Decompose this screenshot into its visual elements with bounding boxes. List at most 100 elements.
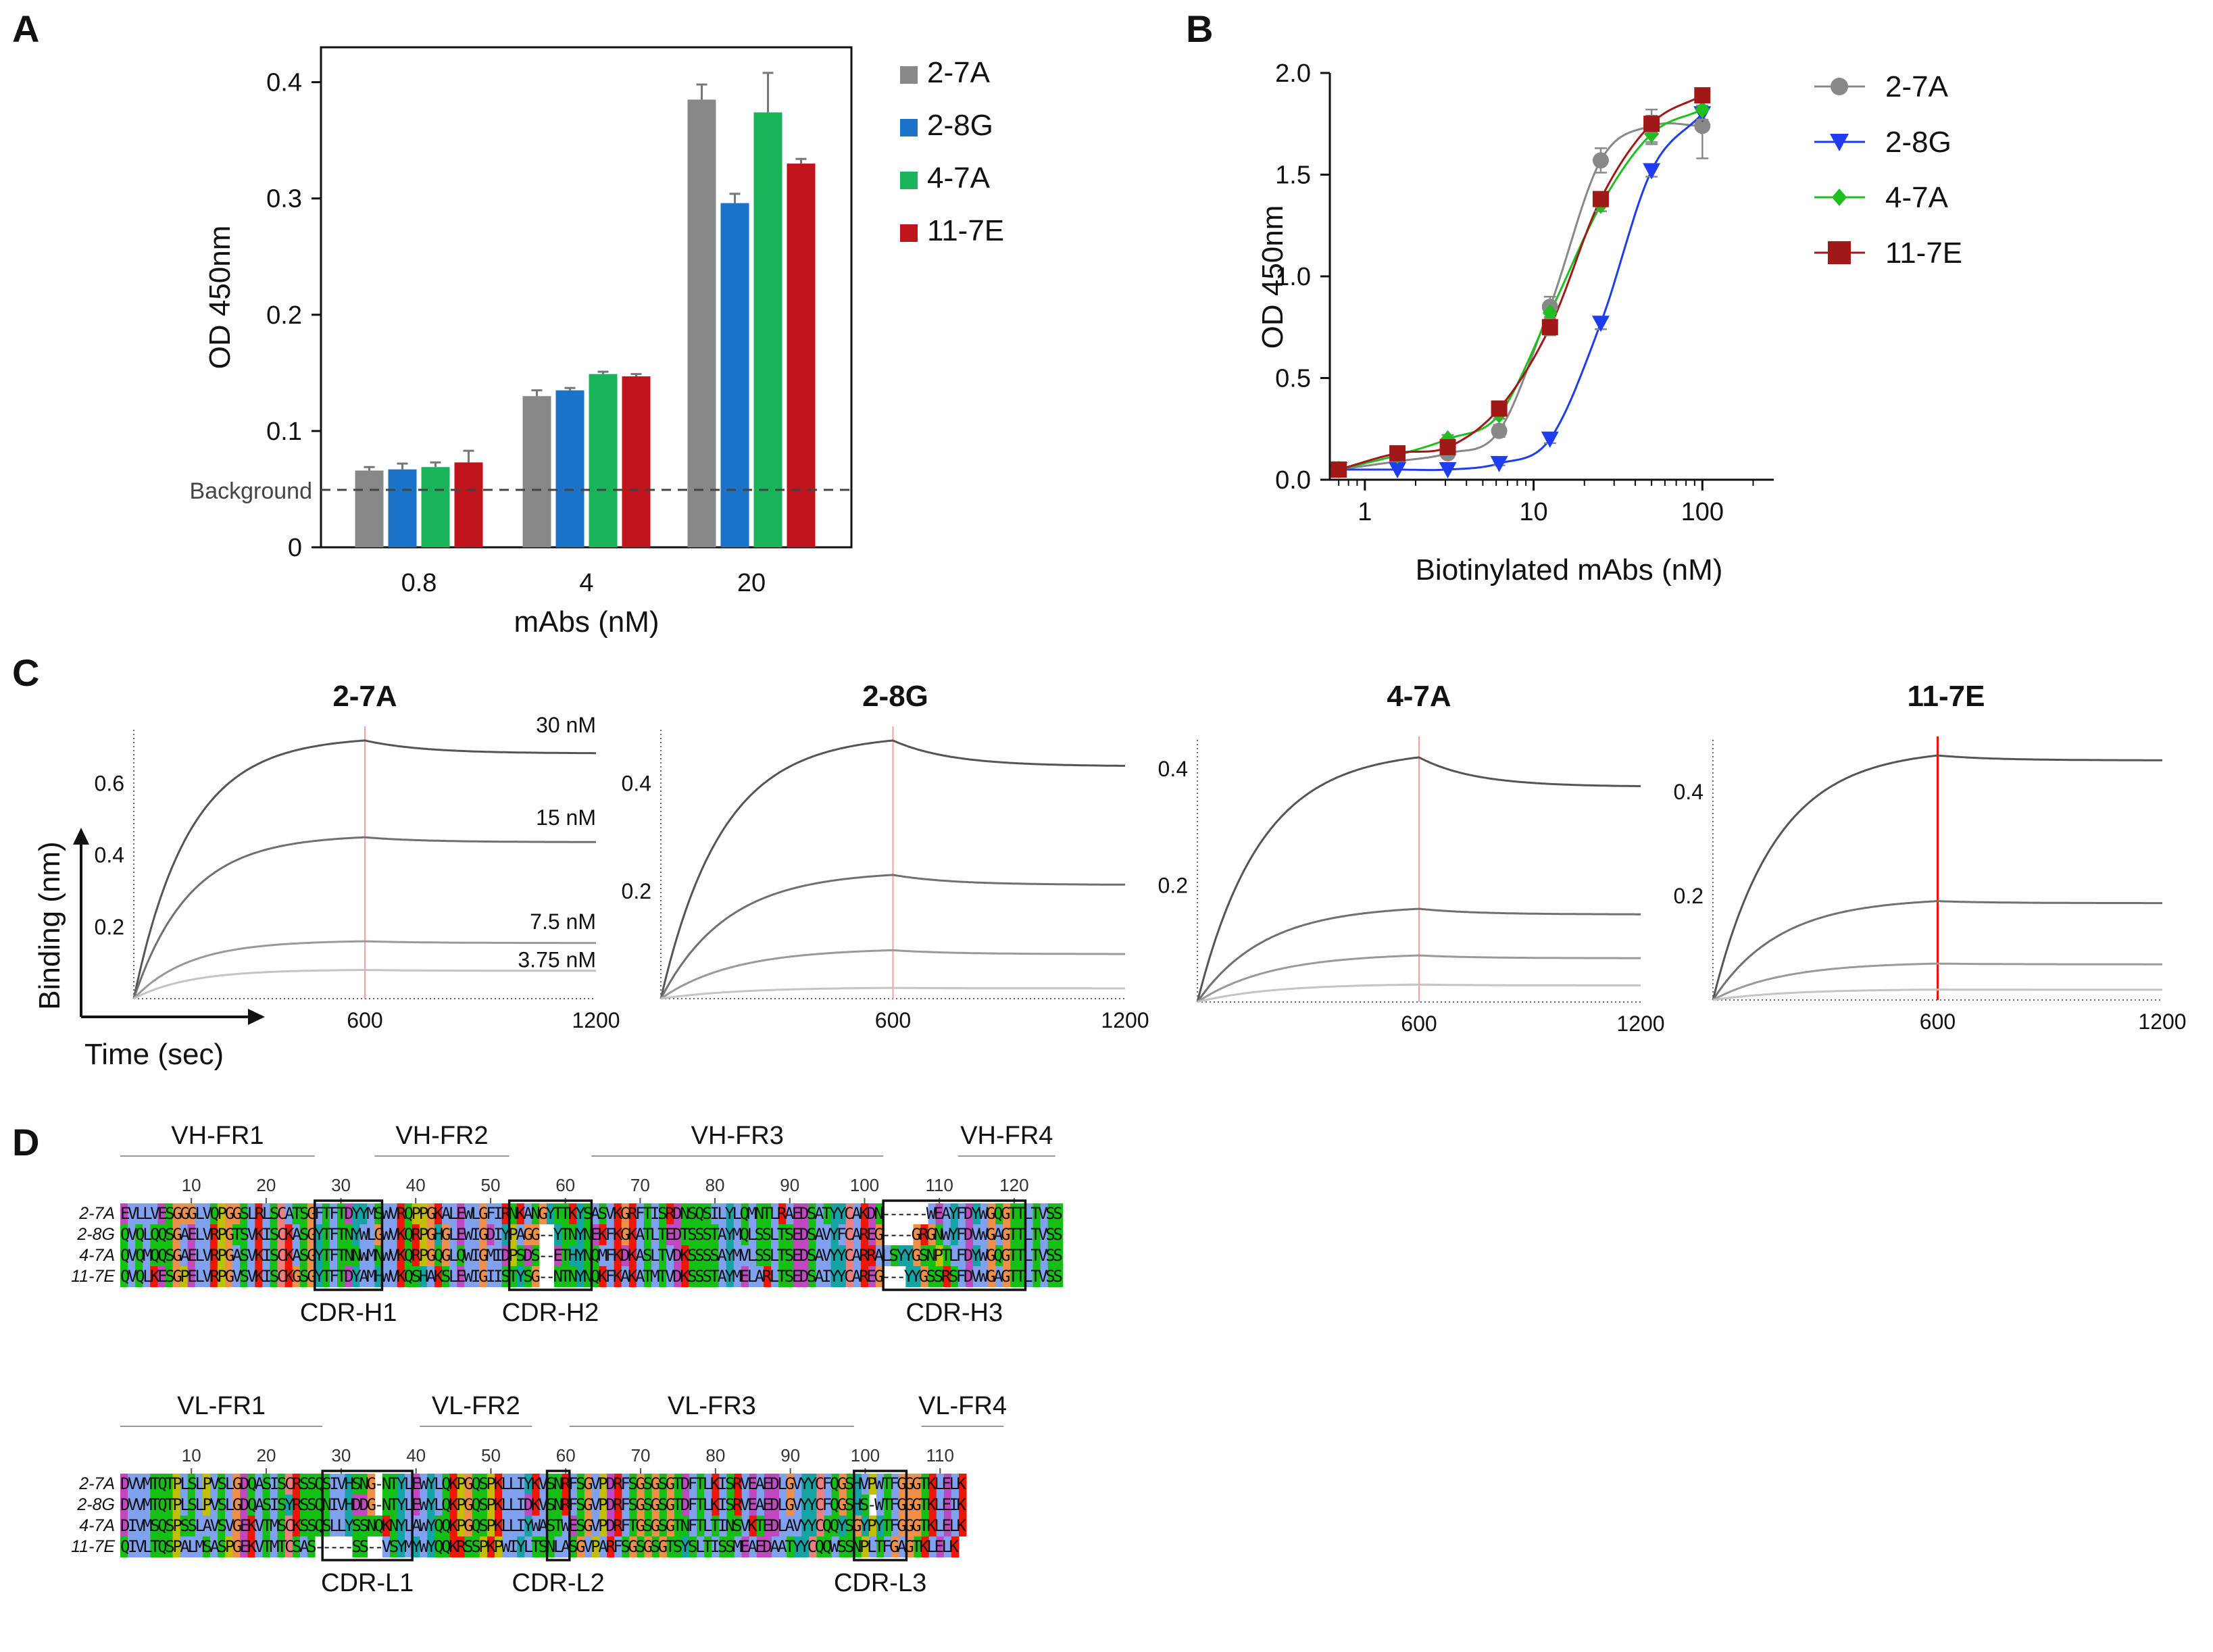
residue-cell — [284, 1266, 293, 1287]
residue-cell — [771, 1266, 779, 1287]
residue-cell — [958, 1266, 966, 1287]
residue-cell — [905, 1245, 914, 1266]
residue-cell — [464, 1474, 473, 1495]
residue-cell — [726, 1245, 735, 1266]
residue-cell — [516, 1224, 525, 1245]
residue-cell — [284, 1224, 293, 1245]
residue-cell — [277, 1495, 286, 1516]
residue-cell — [1047, 1224, 1056, 1245]
position-label: 30 — [331, 1445, 351, 1466]
residue-cell — [382, 1245, 391, 1266]
residue-cell — [457, 1266, 465, 1287]
position-label: 50 — [481, 1175, 501, 1195]
y-tick-label: 0.3 — [266, 185, 302, 214]
residue-cell — [419, 1203, 428, 1224]
residue-cell — [569, 1495, 578, 1516]
residue-cell — [299, 1495, 308, 1516]
residue-cell — [195, 1224, 203, 1245]
residue-cell — [157, 1203, 166, 1224]
residue-cell — [876, 1245, 884, 1266]
residue-cell — [621, 1266, 630, 1287]
residue-cell — [187, 1474, 196, 1495]
residue-cell — [419, 1245, 428, 1266]
residue-cell — [209, 1536, 218, 1557]
residue-cell — [180, 1516, 189, 1536]
residue-cell — [434, 1474, 443, 1495]
residue-cell — [584, 1245, 592, 1266]
residue-cell — [928, 1203, 937, 1224]
residue-cell — [845, 1266, 854, 1287]
sequence-name-2-8G: 2-8G — [76, 1225, 115, 1244]
residue-cell — [389, 1536, 398, 1557]
residue-cell — [696, 1266, 704, 1287]
residue-cell — [876, 1474, 885, 1495]
residue-cell — [517, 1474, 525, 1495]
residue-cell — [202, 1516, 211, 1536]
residue-cell — [180, 1224, 189, 1245]
x-tick-label: 10 — [1519, 498, 1547, 526]
residue-cell — [748, 1266, 757, 1287]
residue-cell — [644, 1474, 653, 1495]
residue-cell — [816, 1495, 825, 1516]
residue-cell — [741, 1203, 749, 1224]
residue-cell — [509, 1266, 518, 1287]
residue-cell — [786, 1203, 794, 1224]
concentration-label: 30 nM — [536, 713, 596, 737]
residue-cell — [427, 1474, 435, 1495]
residue-cell — [247, 1474, 255, 1495]
residue-cell — [771, 1495, 780, 1516]
residue-cell — [232, 1536, 241, 1557]
residue-cell — [868, 1203, 876, 1224]
point-11-7E — [1389, 445, 1406, 461]
residue-cell — [651, 1266, 660, 1287]
residue-cell — [794, 1474, 802, 1495]
residue-cell — [299, 1474, 308, 1495]
binding-curve — [660, 949, 1125, 1000]
residue-cell — [359, 1245, 368, 1266]
residue-cell — [172, 1245, 181, 1266]
residue-cell — [516, 1266, 525, 1287]
residue-cell — [816, 1516, 825, 1536]
panel-c-binding-kinetics: 2-7A 0.2 0.4 0.6 600 1200 30 nM 15 nM 7.5 nM 3.75… — [33, 680, 2187, 1071]
residue-cell — [472, 1474, 480, 1495]
residue-cell — [472, 1224, 480, 1245]
residue-cell — [906, 1536, 914, 1557]
residue-cell — [1003, 1203, 1011, 1224]
residue-cell — [412, 1266, 420, 1287]
residue-cell — [299, 1245, 308, 1266]
residue-cell — [988, 1266, 996, 1287]
residue-cell — [839, 1495, 847, 1516]
residue-cell — [509, 1224, 518, 1245]
residue-cell — [524, 1266, 532, 1287]
residue-cell — [202, 1474, 211, 1495]
residue-cell — [1047, 1266, 1056, 1287]
residue-cell — [928, 1224, 937, 1245]
residue-cell — [801, 1536, 810, 1557]
residue-cell — [554, 1516, 563, 1536]
residue-cell — [157, 1516, 166, 1536]
residue-cell — [128, 1516, 136, 1536]
binding-curve — [1712, 900, 2162, 1001]
residue-cell — [209, 1203, 218, 1224]
residue-cell — [502, 1474, 510, 1495]
residue-cell — [345, 1474, 353, 1495]
residue-cell — [218, 1536, 226, 1557]
residue-cell — [606, 1224, 615, 1245]
x-arrowhead — [248, 1009, 265, 1025]
residue-cell — [187, 1203, 196, 1224]
residue-cell — [442, 1266, 450, 1287]
residue-cell — [884, 1495, 892, 1516]
residue-cell — [764, 1516, 772, 1536]
residue-cell — [614, 1495, 622, 1516]
residue-cell — [487, 1245, 495, 1266]
residue-cell — [434, 1495, 443, 1516]
residue-cell — [592, 1474, 600, 1495]
residue-cell — [712, 1516, 720, 1536]
residue-cell — [330, 1516, 338, 1536]
residue-cell — [787, 1495, 795, 1516]
residue-cell — [180, 1495, 189, 1516]
residue-cell — [697, 1495, 705, 1516]
legend-swatch-2-8G — [900, 119, 918, 136]
residue-cell — [546, 1203, 555, 1224]
residue-cell — [382, 1474, 391, 1495]
